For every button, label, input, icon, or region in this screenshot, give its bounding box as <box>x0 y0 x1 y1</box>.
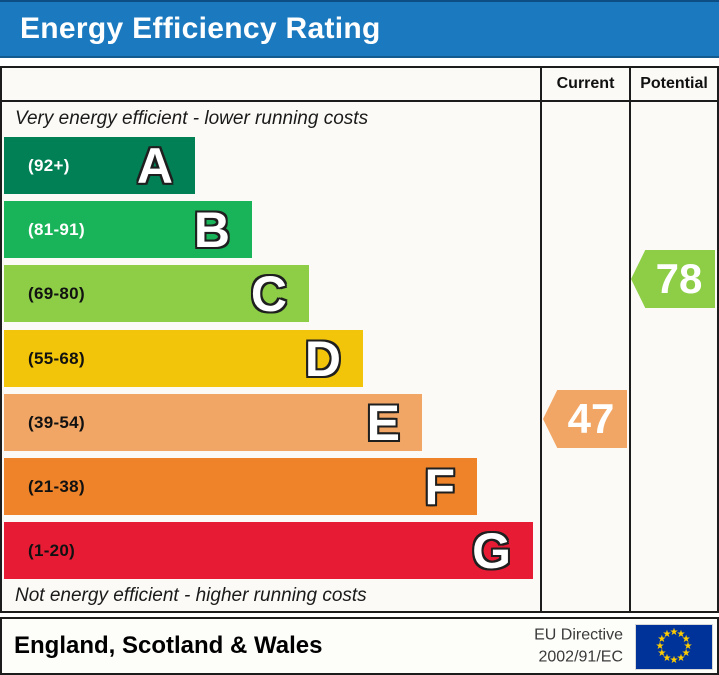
band-d: (55-68) D <box>4 330 363 387</box>
eu-directive-label: EU Directive 2002/91/EC <box>534 624 623 667</box>
rating-table: Current Potential Very energy efficient … <box>0 66 719 613</box>
band-b-letter: B <box>193 201 230 258</box>
region-label: England, Scotland & Wales <box>14 632 323 659</box>
current-rating-arrow: 47 <box>543 390 627 448</box>
band-f-letter: F <box>424 458 455 515</box>
bottom-caption: Not energy efficient - higher running co… <box>15 585 367 606</box>
eu-flag-icon: ★ ★ ★ ★ ★ ★ ★ ★ ★ ★ ★ ★ <box>635 624 713 670</box>
footer: England, Scotland & Wales EU Directive 2… <box>0 617 719 675</box>
potential-column-header: Potential <box>640 75 708 92</box>
band-d-range: (55-68) <box>28 348 85 368</box>
potential-column-divider <box>629 68 631 611</box>
band-e-range: (39-54) <box>28 412 85 432</box>
current-column-divider <box>540 68 542 611</box>
band-e-letter: E <box>366 394 400 451</box>
band-c-range: (69-80) <box>28 283 85 303</box>
band-b: (81-91) B <box>4 201 252 258</box>
current-rating-value: 47 <box>567 395 615 442</box>
potential-rating-arrow: 78 <box>631 250 715 308</box>
table-header: Current Potential <box>2 68 717 102</box>
page-title: Energy Efficiency Rating <box>20 12 381 45</box>
title-banner: Energy Efficiency Rating <box>0 0 719 58</box>
band-c: (69-80) C <box>4 265 309 322</box>
band-b-range: (81-91) <box>28 219 85 239</box>
eu-directive-line2: 2002/91/EC <box>538 648 623 665</box>
band-g: (1-20) G <box>4 522 533 579</box>
potential-rating-value: 78 <box>655 255 703 302</box>
top-caption: Very energy efficient - lower running co… <box>15 108 369 129</box>
band-g-range: (1-20) <box>28 540 76 560</box>
band-a-range: (92+) <box>28 155 70 175</box>
band-g-letter: G <box>472 522 511 579</box>
current-column-header: Current <box>556 75 615 92</box>
band-f-range: (21-38) <box>28 476 85 496</box>
eu-directive-line1: EU Directive <box>534 626 623 644</box>
band-f: (21-38) F <box>4 458 477 515</box>
band-c-letter: C <box>250 265 287 322</box>
band-a-letter: A <box>136 137 173 194</box>
band-d-letter: D <box>304 330 341 387</box>
band-e: (39-54) E <box>4 394 422 451</box>
band-a: (92+) A <box>4 137 195 194</box>
